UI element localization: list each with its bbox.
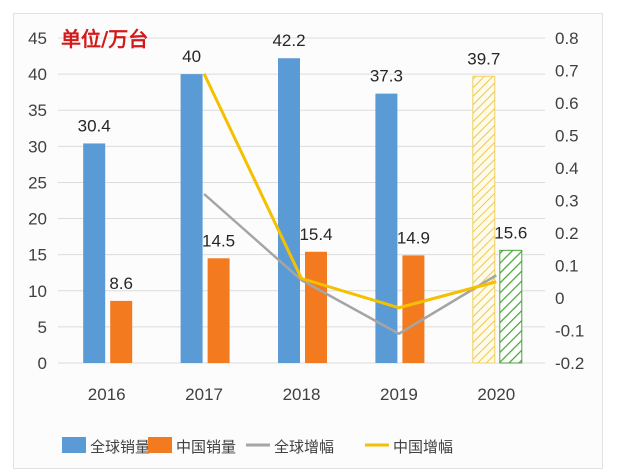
bar bbox=[83, 143, 106, 363]
bar bbox=[278, 58, 300, 363]
legend-label: 中国销量 bbox=[176, 438, 236, 456]
forecast-bar bbox=[472, 75, 496, 364]
data-label: 14.9 bbox=[397, 228, 430, 247]
left-tick-label: 30 bbox=[28, 137, 47, 156]
left-tick-label: 10 bbox=[28, 282, 47, 301]
bar bbox=[305, 251, 327, 363]
data-label: 14.5 bbox=[202, 231, 235, 250]
right-axis: -0.2 -0.1 0 0.1 0.2 0.3 0.4 0.5 0.6 0.7 0.8 bbox=[555, 29, 584, 373]
chart-frame bbox=[13, 13, 603, 469]
data-label: 39.7 bbox=[467, 49, 500, 68]
right-tick-label: 0.2 bbox=[555, 224, 579, 243]
bar bbox=[402, 255, 425, 363]
data-label: 8.6 bbox=[109, 274, 133, 293]
data-label: 40 bbox=[182, 47, 201, 66]
gridlines bbox=[58, 37, 545, 364]
legend-global-sales: 全球销量 bbox=[62, 437, 150, 456]
unit-label: 单位/万台 bbox=[61, 27, 148, 51]
right-tick-label: 0.7 bbox=[555, 62, 579, 81]
right-tick-label: 0.1 bbox=[555, 257, 579, 276]
data-label: 15.6 bbox=[494, 223, 527, 242]
legend-swatch bbox=[148, 437, 172, 453]
data-label: 15.4 bbox=[299, 225, 332, 244]
right-tick-label: 0.3 bbox=[555, 192, 579, 211]
x-tick-label: 2017 bbox=[185, 385, 223, 404]
right-tick-label: -0.2 bbox=[555, 354, 584, 373]
x-tick-label: 2019 bbox=[380, 385, 418, 404]
line-global-growth bbox=[203, 193, 497, 335]
legend-swatch bbox=[62, 437, 86, 453]
left-tick-label: 35 bbox=[28, 101, 47, 120]
left-tick-label: 45 bbox=[28, 29, 47, 48]
right-tick-label: 0 bbox=[555, 289, 564, 308]
bar bbox=[180, 74, 203, 363]
data-label: 30.4 bbox=[78, 116, 111, 135]
legend-label: 全球增幅 bbox=[274, 438, 334, 456]
left-tick-label: 15 bbox=[28, 246, 47, 265]
x-axis: 2016 2017 2018 2019 2020 bbox=[88, 385, 515, 404]
right-tick-label: 0.5 bbox=[555, 127, 579, 146]
legend-label: 全球销量 bbox=[90, 438, 150, 456]
x-tick-label: 2020 bbox=[477, 385, 515, 404]
forecast-bar bbox=[499, 249, 523, 364]
bar bbox=[375, 93, 398, 363]
left-tick-label: 20 bbox=[28, 210, 47, 229]
right-tick-label: 0.6 bbox=[555, 94, 579, 113]
legend-china-growth: 中国增幅 bbox=[365, 438, 453, 456]
data-labels: 30.4 40 42.2 37.3 39.7 8.6 14.5 15.4 14.9 15.6 bbox=[78, 31, 528, 293]
bar bbox=[110, 300, 133, 363]
legend-global-growth: 全球增幅 bbox=[246, 438, 334, 456]
right-tick-label: 0.4 bbox=[555, 159, 579, 178]
right-tick-label: 0.8 bbox=[555, 29, 579, 48]
left-tick-label: 40 bbox=[28, 65, 47, 84]
legend-china-sales: 中国销量 bbox=[148, 437, 236, 456]
left-tick-label: 25 bbox=[28, 173, 47, 192]
data-label: 37.3 bbox=[370, 67, 403, 86]
left-tick-label: 0 bbox=[38, 354, 47, 373]
bar bbox=[207, 258, 230, 363]
lines bbox=[202, 73, 497, 335]
legend: 全球销量 中国销量 全球增幅 中国增幅 bbox=[62, 437, 453, 456]
legend-label: 中国增幅 bbox=[393, 438, 453, 456]
bars bbox=[83, 58, 523, 364]
data-label: 42.2 bbox=[272, 31, 305, 50]
x-tick-label: 2018 bbox=[283, 385, 321, 404]
right-tick-label: -0.1 bbox=[555, 322, 584, 341]
left-tick-label: 5 bbox=[38, 318, 47, 337]
left-axis: 0 5 10 15 20 25 30 35 40 45 bbox=[28, 29, 47, 373]
x-tick-label: 2016 bbox=[88, 385, 126, 404]
line-china-growth bbox=[202, 73, 497, 310]
